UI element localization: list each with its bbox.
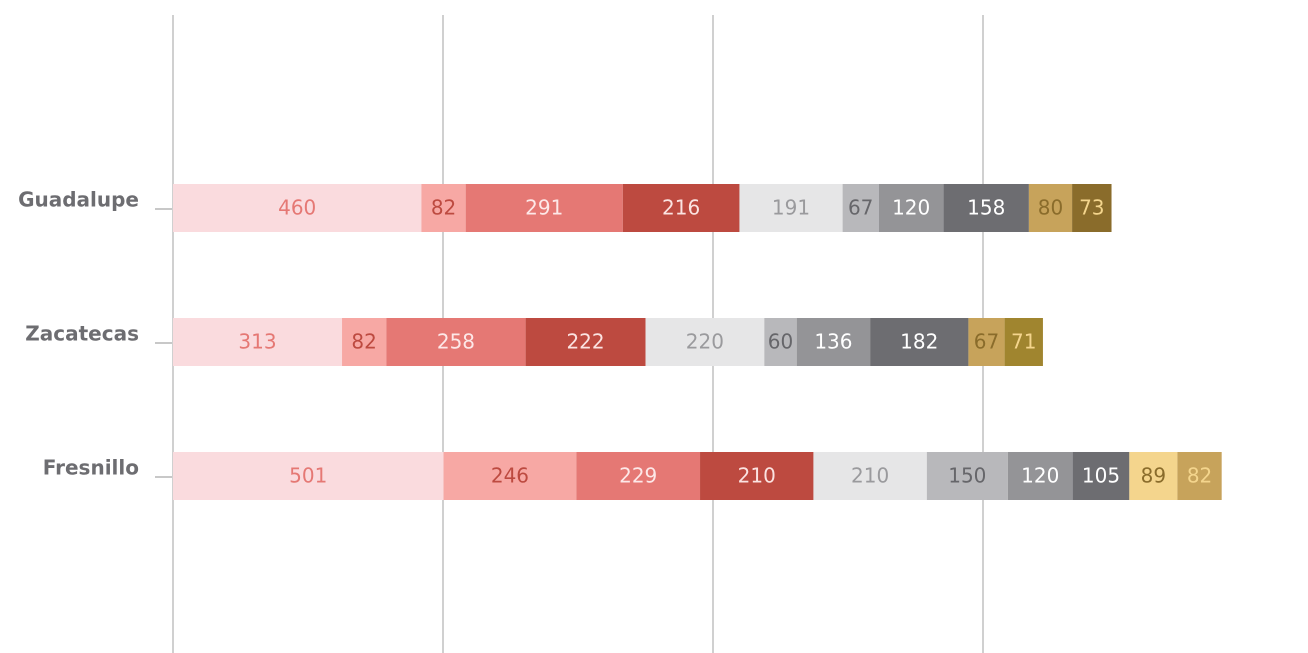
bar-segment (386, 318, 526, 366)
value-label: 82 (351, 330, 376, 354)
category-label: Guadalupe (18, 188, 139, 212)
category-label: Fresnillo (43, 456, 139, 480)
value-label: 158 (967, 196, 1005, 220)
bar-segment (1072, 184, 1112, 232)
value-label: 258 (437, 330, 475, 354)
value-label: 120 (892, 196, 930, 220)
bar-segment (173, 452, 444, 500)
bar-segment (443, 452, 577, 500)
bar-segment (173, 184, 422, 232)
bar-segment (622, 184, 740, 232)
value-label: 246 (491, 464, 529, 488)
value-label: 191 (772, 196, 810, 220)
bar-segment (1007, 452, 1073, 500)
bar-segment (1028, 184, 1073, 232)
category-label: Zacatecas (25, 322, 139, 346)
bar-segment (700, 452, 814, 500)
value-label: 501 (289, 464, 327, 488)
bar-segment (1072, 452, 1130, 500)
value-label: 80 (1038, 196, 1063, 220)
value-label: 460 (278, 196, 316, 220)
bar-segment (173, 318, 343, 366)
value-label: 67 (974, 330, 999, 354)
bar-segment (576, 452, 701, 500)
value-label: 71 (1011, 330, 1036, 354)
value-label: 105 (1082, 464, 1120, 488)
bar-segment (878, 184, 944, 232)
value-label: 222 (566, 330, 604, 354)
bar-segment (870, 318, 969, 366)
bar-segment (796, 318, 871, 366)
bar-segment (764, 318, 797, 366)
value-label: 120 (1021, 464, 1059, 488)
bar-segment (342, 318, 387, 366)
bar-segment (926, 452, 1008, 500)
bar-segment (813, 452, 927, 500)
value-label: 89 (1141, 464, 1166, 488)
value-label: 210 (738, 464, 776, 488)
value-label: 136 (814, 330, 852, 354)
value-label: 67 (848, 196, 873, 220)
bar-segment (1129, 452, 1178, 500)
value-label: 210 (851, 464, 889, 488)
value-label: 220 (686, 330, 724, 354)
value-label: 82 (431, 196, 456, 220)
bar-segment (943, 184, 1029, 232)
bar-segment (968, 318, 1005, 366)
bar-segment (842, 184, 879, 232)
value-label: 60 (768, 330, 793, 354)
bar-segment (645, 318, 765, 366)
bar-segment (465, 184, 623, 232)
value-label: 182 (900, 330, 938, 354)
value-label: 82 (1187, 464, 1212, 488)
bar-segment (1004, 318, 1043, 366)
bar-segment (421, 184, 466, 232)
value-label: 291 (525, 196, 563, 220)
value-label: 73 (1079, 196, 1104, 220)
value-label: 313 (238, 330, 276, 354)
bar-segment (1177, 452, 1222, 500)
bar-segment (525, 318, 646, 366)
bar-segment (739, 184, 843, 232)
value-label: 216 (662, 196, 700, 220)
value-label: 229 (619, 464, 657, 488)
value-label: 150 (948, 464, 986, 488)
